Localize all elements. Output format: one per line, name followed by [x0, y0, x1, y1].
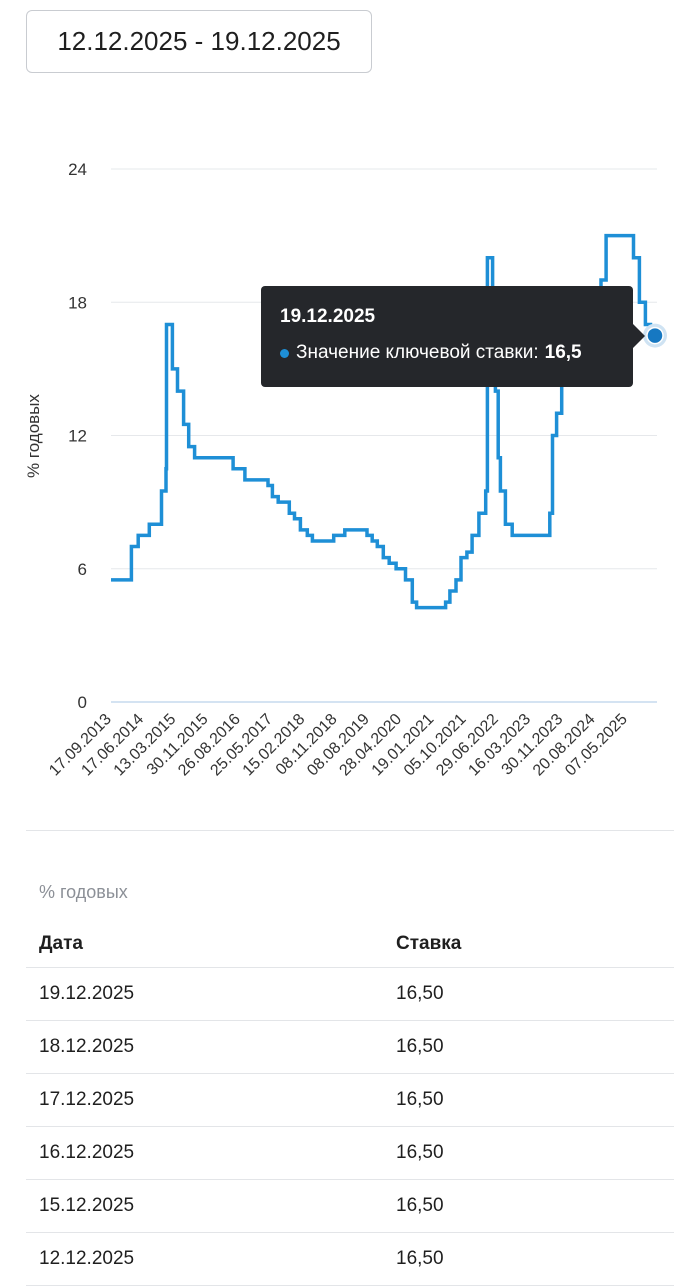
tooltip-value: 16,5 — [544, 342, 582, 363]
table-header-row: Дата Ставка — [26, 920, 674, 968]
y-tick-label: 0 — [78, 693, 87, 712]
row-date: 15.12.2025 — [39, 1195, 135, 1216]
table-row: 12.12.2025 16,50 — [26, 1233, 674, 1286]
table-row: 15.12.2025 16,50 — [26, 1180, 674, 1233]
row-date: 12.12.2025 — [39, 1248, 135, 1269]
row-date: 18.12.2025 — [39, 1036, 135, 1057]
tooltip-series-label: Значение ключевой ставки: — [296, 342, 539, 363]
date-range-selector[interactable]: 12.12.2025 - 19.12.2025 — [26, 10, 372, 73]
table-row: 19.12.2025 16,50 — [26, 968, 674, 1021]
series-marker-icon — [280, 348, 289, 358]
row-date: 16.12.2025 — [39, 1142, 135, 1163]
table-unit-caption: % годовых — [39, 882, 128, 902]
column-header-date: Дата — [39, 932, 83, 954]
row-rate: 16,50 — [396, 1195, 444, 1216]
column-header-rate: Ставка — [396, 932, 462, 954]
y-axis-label: % годовых — [24, 394, 43, 478]
row-rate: 16,50 — [396, 1248, 444, 1269]
table-row: 16.12.2025 16,50 — [26, 1127, 674, 1180]
table-row: 17.12.2025 16,50 — [26, 1074, 674, 1127]
row-rate: 16,50 — [396, 1089, 444, 1110]
series-line — [111, 233, 657, 610]
rates-table: Дата Ставка 19.12.2025 16,50 18.12.2025 … — [26, 920, 674, 1286]
row-date: 17.12.2025 — [39, 1089, 135, 1110]
chart-tooltip: 19.12.2025 Значение ключевой ставки: 16,… — [261, 286, 645, 387]
row-rate: 16,50 — [396, 1036, 444, 1057]
tooltip-row: Значение ключевой ставки: 16,5 — [280, 342, 633, 364]
row-rate: 16,50 — [396, 983, 444, 1004]
row-date: 19.12.2025 — [39, 983, 135, 1004]
section-divider — [26, 830, 674, 831]
hover-point — [646, 326, 664, 345]
y-tick-label: 6 — [78, 560, 87, 579]
row-rate: 16,50 — [396, 1142, 444, 1163]
y-tick-label: 24 — [68, 160, 87, 179]
table-row: 18.12.2025 16,50 — [26, 1021, 674, 1074]
y-tick-label: 12 — [68, 427, 87, 446]
tooltip-date: 19.12.2025 — [280, 306, 376, 327]
y-tick-label: 18 — [68, 293, 87, 312]
